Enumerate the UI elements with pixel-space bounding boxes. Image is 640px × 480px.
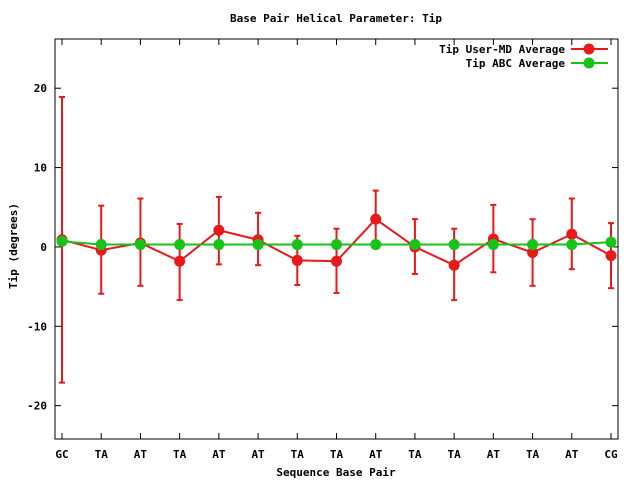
data-point <box>291 239 303 251</box>
x-tick-label: AT <box>487 448 501 461</box>
legend-swatch-marker <box>583 57 595 69</box>
data-point <box>331 239 342 251</box>
series-layer <box>56 95 617 384</box>
data-point <box>213 224 225 236</box>
x-tick-label: TA <box>526 448 540 461</box>
data-point <box>566 228 578 240</box>
x-tick-label: TA <box>173 448 187 461</box>
data-point <box>56 235 68 247</box>
x-tick-label: CG <box>604 448 618 461</box>
data-point <box>95 239 107 251</box>
data-point <box>370 239 382 251</box>
data-point <box>605 250 617 262</box>
y-tick-label: -10 <box>27 320 47 333</box>
data-point <box>527 239 539 251</box>
x-tick-label: AT <box>134 448 148 461</box>
data-point <box>174 239 186 251</box>
data-point <box>174 255 186 267</box>
legend-label: Tip User-MD Average <box>439 43 565 56</box>
data-point <box>487 239 499 251</box>
x-axis-label: Sequence Base Pair <box>276 466 396 479</box>
series-2 <box>56 235 617 251</box>
x-tick-label: TA <box>95 448 109 461</box>
chart-title: Base Pair Helical Parameter: Tip <box>230 12 442 25</box>
y-tick-label: 10 <box>34 162 47 175</box>
data-point <box>370 213 382 225</box>
x-tick-label: TA <box>291 448 305 461</box>
x-tick-label: AT <box>251 448 265 461</box>
data-point <box>448 259 460 271</box>
x-tick-label: AT <box>369 448 383 461</box>
data-point <box>291 254 303 266</box>
legend-swatch-marker <box>583 43 595 55</box>
data-point <box>331 255 342 267</box>
x-tick-label: TA <box>448 448 462 461</box>
axis-ticks: -20 -10 0 10 20 GC TA AT TA AT AT TA TA AT TA TA AT TA AT C… <box>27 39 618 461</box>
y-tick-label: 20 <box>34 82 47 95</box>
data-point <box>409 239 421 251</box>
data-point <box>213 239 225 251</box>
legend-label: Tip ABC Average <box>466 57 566 70</box>
data-point <box>566 239 578 251</box>
data-point <box>527 246 539 258</box>
data-point <box>448 239 460 251</box>
x-tick-label: GC <box>55 448 68 461</box>
y-tick-label: -20 <box>27 400 47 413</box>
x-tick-label: AT <box>212 448 226 461</box>
x-tick-label: TA <box>330 448 344 461</box>
y-tick-label: 0 <box>40 241 47 254</box>
data-point <box>605 236 617 248</box>
x-tick-label: TA <box>408 448 422 461</box>
data-point <box>252 239 264 251</box>
x-tick-label: AT <box>565 448 579 461</box>
y-axis-label: Tip (degrees) <box>7 203 20 289</box>
data-point <box>134 239 146 251</box>
